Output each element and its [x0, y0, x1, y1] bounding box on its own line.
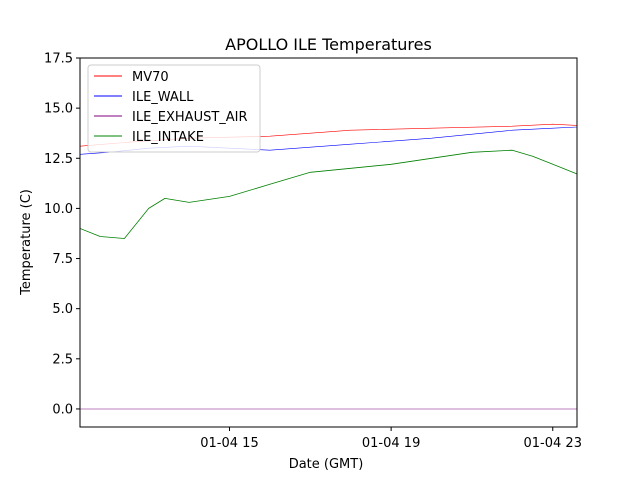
y-tick-label: 7.5	[52, 252, 73, 267]
legend-label-mv70: MV70	[132, 70, 169, 85]
legend: MV70 ILE_WALL ILE_EXHAUST_AIR ILE_INTAKE	[87, 64, 261, 153]
y-tick-label: 0.0	[52, 402, 73, 417]
y-tick-label: 17.5	[44, 52, 73, 67]
y-axis-title: Temperature (C)	[19, 189, 34, 296]
y-tick-label: 10.0	[44, 202, 73, 217]
series-layer	[80, 123, 577, 410]
legend-items: MV70 ILE_WALL ILE_EXHAUST_AIR ILE_INTAKE	[94, 70, 248, 145]
y-axis: 0.0 2.5 5.0 7.5 10.0 12.5 15.0 17.5	[44, 52, 80, 417]
y-tick-label: 2.5	[52, 352, 73, 367]
x-tick-label: 01-04 19	[362, 436, 420, 451]
x-tick-label: 01-04 15	[200, 436, 258, 451]
legend-label-ile-wall: ILE_WALL	[132, 90, 194, 105]
y-tick-label: 15.0	[44, 102, 73, 117]
plot-frame	[79, 57, 578, 428]
x-tick-label: 01-04 23	[524, 436, 582, 451]
y-tick-label: 12.5	[44, 152, 73, 167]
legend-box	[87, 64, 261, 153]
legend-label-ile-intake: ILE_INTAKE	[132, 130, 204, 145]
chart-title: APOLLO ILE Temperatures	[225, 35, 432, 54]
legend-label-ile-exhaust-air: ILE_EXHAUST_AIR	[132, 110, 248, 125]
x-axis-title: Date (GMT)	[289, 457, 364, 472]
series-line-ile-wall	[80, 126, 577, 155]
y-tick-label: 5.0	[52, 302, 73, 317]
series-line-ile-intake	[80, 149, 577, 239]
